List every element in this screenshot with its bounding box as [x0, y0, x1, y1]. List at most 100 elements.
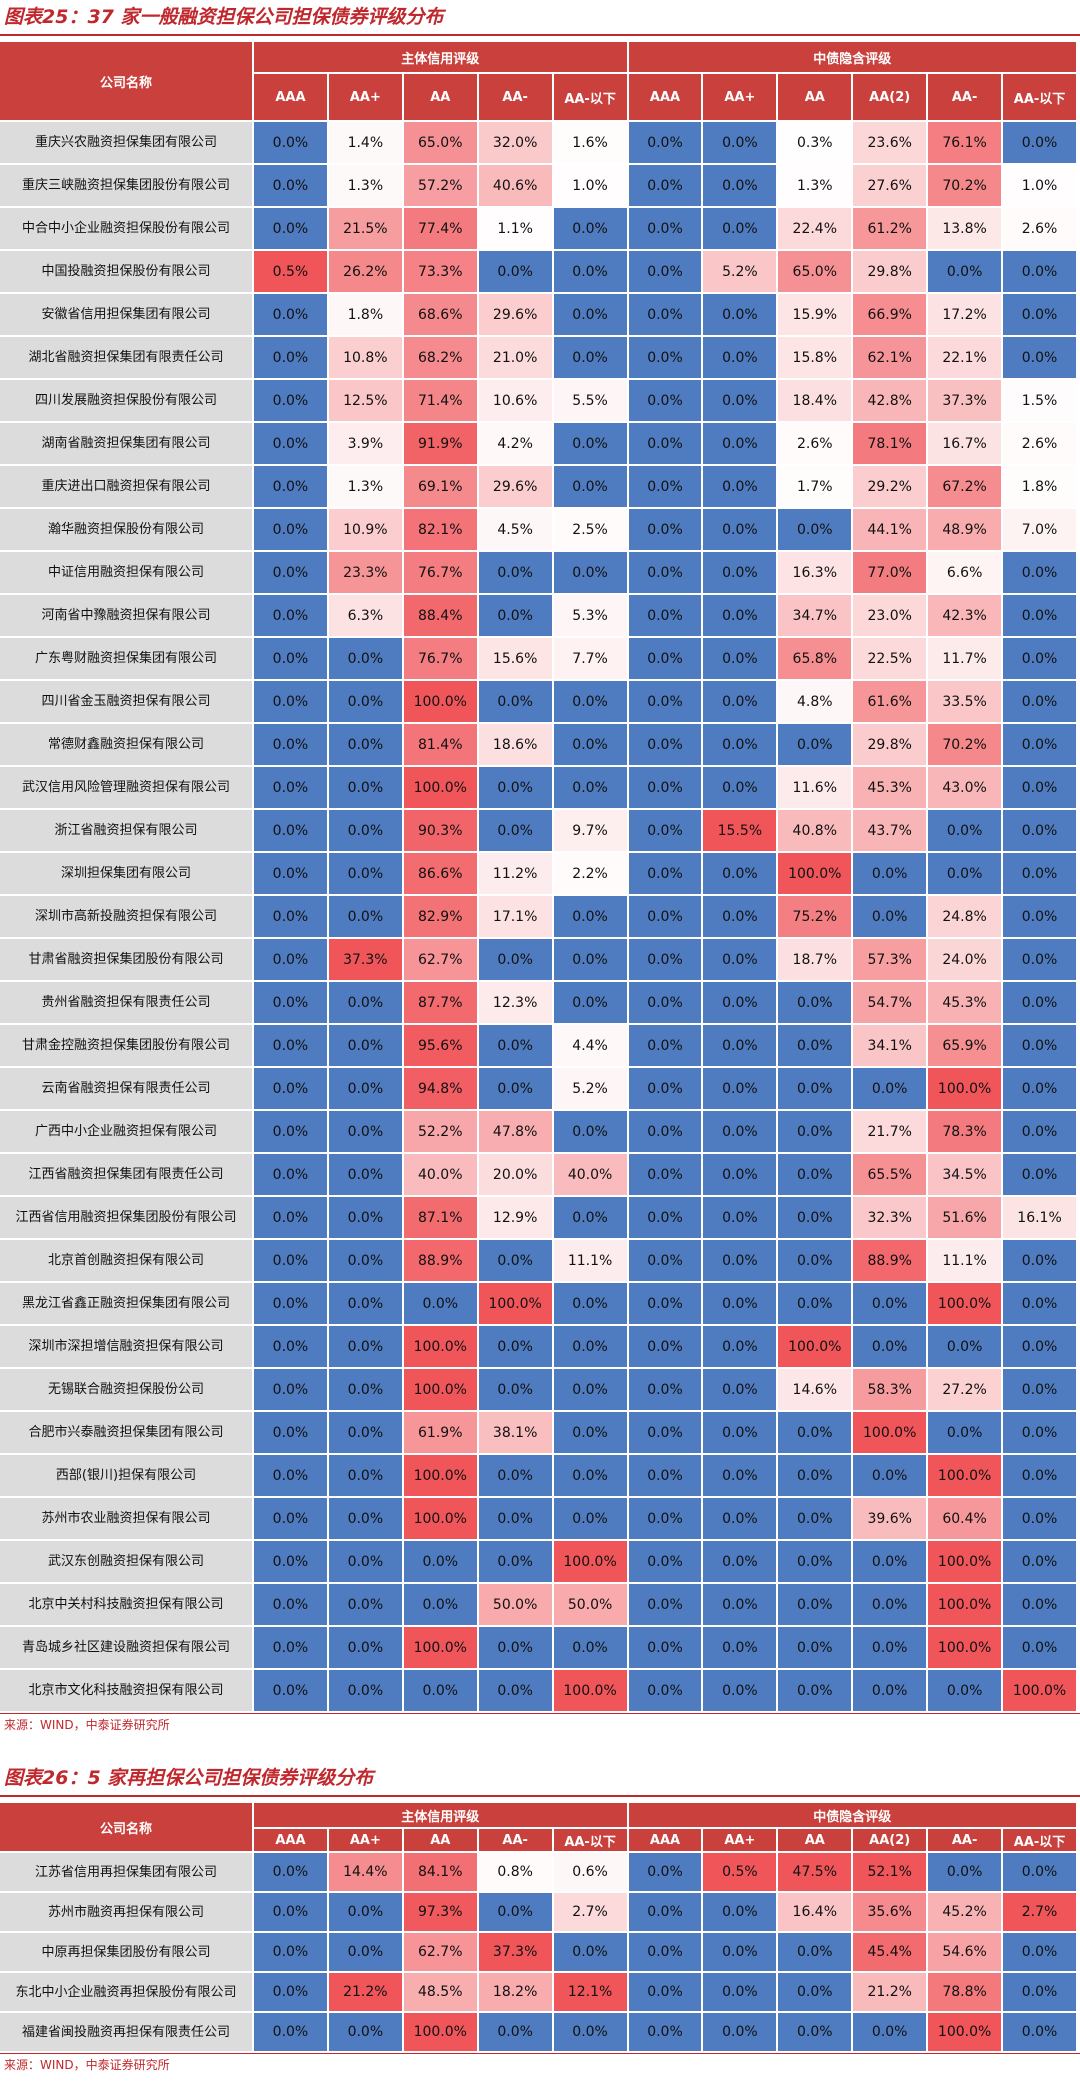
value-cell: 100.0%	[928, 1541, 1002, 1582]
value-cell: 91.9%	[403, 423, 477, 464]
value-cell: 0.0%	[853, 1455, 927, 1496]
value-cell: 0.0%	[628, 1670, 702, 1711]
value-cell: 16.1%	[1003, 1197, 1076, 1238]
value-cell: 100.0%	[928, 1455, 1002, 1496]
value-cell: 0.0%	[628, 595, 702, 636]
header-cell: AA-	[478, 1829, 552, 1851]
value-cell: 5.2%	[703, 251, 777, 292]
value-cell: 0.0%	[553, 681, 627, 722]
value-cell: 0.0%	[254, 767, 327, 808]
value-cell: 0.0%	[628, 1584, 702, 1625]
value-cell: 0.0%	[478, 681, 552, 722]
value-cell: 50.0%	[478, 1584, 552, 1625]
value-cell: 0.0%	[328, 1154, 402, 1195]
value-cell: 100.0%	[1003, 1670, 1076, 1711]
value-cell: 0.0%	[703, 939, 777, 980]
value-cell: 0.0%	[254, 1068, 327, 1109]
value-cell: 0.0%	[1003, 1154, 1076, 1195]
value-cell: 0.0%	[628, 1025, 702, 1066]
value-cell: 24.0%	[928, 939, 1002, 980]
company-name: 北京首创融资担保有限公司	[0, 1240, 252, 1281]
value-cell: 0.0%	[628, 380, 702, 421]
value-cell: 40.0%	[403, 1154, 477, 1195]
table-row: 重庆兴农融资担保集团有限公司 0.0% 1.4% 65.0% 32.0% 1.6% 0.0%…	[0, 122, 1076, 163]
value-cell: 100.0%	[928, 1627, 1002, 1668]
value-cell: 0.0%	[254, 1853, 327, 1891]
company-name: 江苏省信用再担保集团有限公司	[0, 1853, 252, 1891]
value-cell: 1.8%	[328, 294, 402, 335]
value-cell: 0.0%	[254, 1369, 327, 1410]
value-cell: 0.0%	[254, 1412, 327, 1453]
company-name: 武汉信用风险管理融资担保有限公司	[0, 767, 252, 808]
value-cell: 0.0%	[703, 1584, 777, 1625]
value-cell: 2.2%	[553, 853, 627, 894]
value-cell: 0.0%	[328, 810, 402, 851]
value-cell: 23.3%	[328, 552, 402, 593]
value-cell: 0.0%	[328, 767, 402, 808]
value-cell: 0.0%	[328, 681, 402, 722]
value-cell: 0.0%	[628, 1627, 702, 1668]
value-cell: 11.7%	[928, 638, 1002, 679]
value-cell: 62.1%	[853, 337, 927, 378]
source-note: 来源：WIND，中泰证券研究所	[0, 2053, 1080, 2076]
value-cell: 0.0%	[254, 208, 327, 249]
value-cell: 1.8%	[1003, 466, 1076, 507]
table: 公司名称 主体信用评级 中债隐含评级 AAA AA+ AA AA- AA-以下 AAA AA+ AA…	[0, 40, 1078, 1713]
value-cell: 0.0%	[628, 853, 702, 894]
value-cell: 16.4%	[778, 1893, 852, 1931]
value-cell: 65.0%	[403, 122, 477, 163]
table-row: 无锡联合融资担保股份公司 0.0% 0.0% 100.0% 0.0% 0.0% 0.0% 0.…	[0, 1369, 1076, 1410]
value-cell: 11.1%	[553, 1240, 627, 1281]
value-cell: 0.0%	[703, 1541, 777, 1582]
value-cell: 17.2%	[928, 294, 1002, 335]
value-cell: 0.0%	[703, 1197, 777, 1238]
value-cell: 0.0%	[853, 896, 927, 937]
value-cell: 62.7%	[403, 1933, 477, 1971]
value-cell: 12.9%	[478, 1197, 552, 1238]
value-cell: 0.0%	[928, 1326, 1002, 1367]
value-cell: 0.0%	[553, 1933, 627, 1971]
value-cell: 0.0%	[478, 1068, 552, 1109]
table-row: 武汉信用风险管理融资担保有限公司 0.0% 0.0% 100.0% 0.0% 0.0% 0.…	[0, 767, 1076, 808]
company-name: 四川发展融资担保股份有限公司	[0, 380, 252, 421]
value-cell: 0.0%	[1003, 2013, 1076, 2051]
value-cell: 0.0%	[703, 1455, 777, 1496]
value-cell: 0.0%	[628, 251, 702, 292]
value-cell: 0.0%	[628, 2013, 702, 2051]
company-name: 重庆三峡融资担保集团股份有限公司	[0, 165, 252, 206]
value-cell: 0.0%	[328, 1068, 402, 1109]
value-cell: 2.7%	[1003, 1893, 1076, 1931]
value-cell: 0.0%	[628, 466, 702, 507]
value-cell: 100.0%	[853, 1412, 927, 1453]
header-cell: AA	[778, 74, 852, 120]
value-cell: 78.8%	[928, 1973, 1002, 2011]
header-cell: AA-以下	[1003, 1829, 1076, 1851]
value-cell: 0.0%	[553, 294, 627, 335]
value-cell: 0.0%	[478, 1541, 552, 1582]
value-cell: 88.9%	[853, 1240, 927, 1281]
value-cell: 100.0%	[403, 1498, 477, 1539]
company-name: 合肥市兴泰融资担保集团有限公司	[0, 1412, 252, 1453]
value-cell: 0.0%	[628, 294, 702, 335]
header-cell: AA-以下	[553, 1829, 627, 1851]
value-cell: 0.0%	[254, 1933, 327, 1971]
value-cell: 0.0%	[853, 1670, 927, 1711]
value-cell: 0.0%	[403, 1584, 477, 1625]
value-cell: 10.8%	[328, 337, 402, 378]
value-cell: 88.9%	[403, 1240, 477, 1281]
value-cell: 100.0%	[778, 1326, 852, 1367]
value-cell: 0.0%	[254, 509, 327, 550]
value-cell: 37.3%	[328, 939, 402, 980]
value-cell: 22.5%	[853, 638, 927, 679]
value-cell: 21.7%	[853, 1111, 927, 1152]
value-cell: 0.0%	[853, 2013, 927, 2051]
value-cell: 0.0%	[328, 1670, 402, 1711]
value-cell: 90.3%	[403, 810, 477, 851]
value-cell: 0.0%	[628, 1973, 702, 2011]
value-cell: 29.6%	[478, 294, 552, 335]
header-row: AAA AA+ AA AA- AA-以下 AAA AA+ AA AA(2) AA- AA-以下	[0, 1829, 1076, 1851]
table-row: 安徽省信用担保集团有限公司 0.0% 1.8% 68.6% 29.6% 0.0% 0.0% 0…	[0, 294, 1076, 335]
value-cell: 42.8%	[853, 380, 927, 421]
table-row: 东北中小企业融资再担保股份有限公司 0.0% 21.2% 48.5% 18.2% 12.1…	[0, 1973, 1076, 2011]
value-cell: 0.5%	[254, 251, 327, 292]
